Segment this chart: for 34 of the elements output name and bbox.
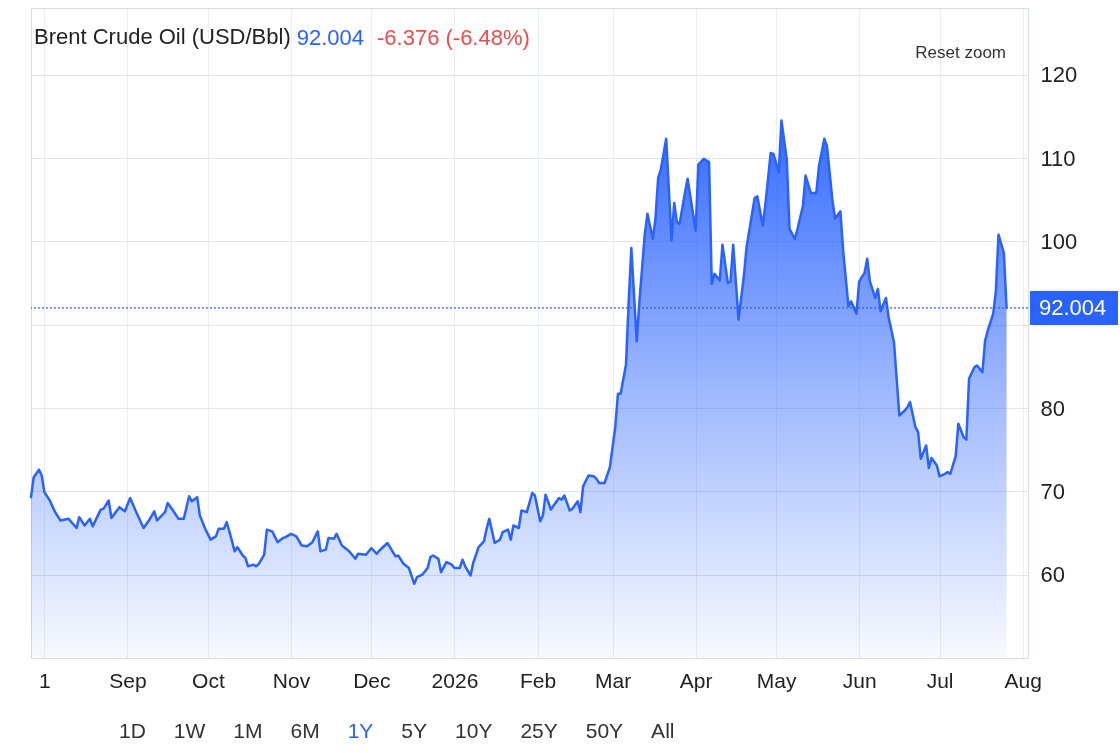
text: 1D bbox=[119, 719, 146, 742]
text: 6M bbox=[290, 719, 320, 742]
x-tick-label: Apr bbox=[679, 668, 713, 692]
ref-line-label: 92.004 bbox=[1039, 294, 1107, 320]
x-tick-label: 2026 bbox=[431, 668, 479, 692]
y-tick-label: 100 bbox=[1040, 228, 1078, 254]
annotation: -6.376 (-6.48%) bbox=[376, 25, 530, 50]
x-tick-label: Aug bbox=[1004, 668, 1042, 692]
y-tick-label: 70 bbox=[1040, 478, 1065, 504]
text: Brent Crude Oil (USD/Bbl) bbox=[34, 24, 291, 49]
y-tick-label: 60 bbox=[1040, 562, 1065, 588]
text: 1W bbox=[173, 719, 206, 742]
text: 25Y bbox=[520, 719, 558, 742]
text: 50Y bbox=[585, 719, 624, 742]
x-tick-label: Dec bbox=[353, 668, 391, 692]
x-tick-label: 1 bbox=[39, 668, 51, 692]
text: 10Y bbox=[455, 719, 493, 742]
x-tick-label: Nov bbox=[272, 668, 311, 692]
x-tick-label: May bbox=[756, 668, 797, 692]
text: 1Y bbox=[347, 719, 374, 742]
text: 5Y bbox=[401, 719, 428, 742]
x-tick-label: Oct bbox=[192, 668, 225, 692]
y-tick-label: 120 bbox=[1040, 62, 1078, 88]
x-tick-label: Jul bbox=[926, 668, 954, 692]
annotation: 92.004 bbox=[296, 25, 365, 50]
y-tick-label: 110 bbox=[1040, 145, 1076, 171]
text: All bbox=[651, 719, 675, 742]
annotation: Reset zoom bbox=[915, 43, 1006, 62]
x-tick-label: Mar bbox=[595, 668, 632, 692]
x-tick-label: Feb bbox=[519, 668, 557, 692]
y-tick-label: 80 bbox=[1040, 395, 1065, 421]
x-tick-label: Jun bbox=[842, 668, 877, 692]
text: 1M bbox=[233, 719, 263, 742]
x-tick-label: Sep bbox=[109, 668, 147, 692]
